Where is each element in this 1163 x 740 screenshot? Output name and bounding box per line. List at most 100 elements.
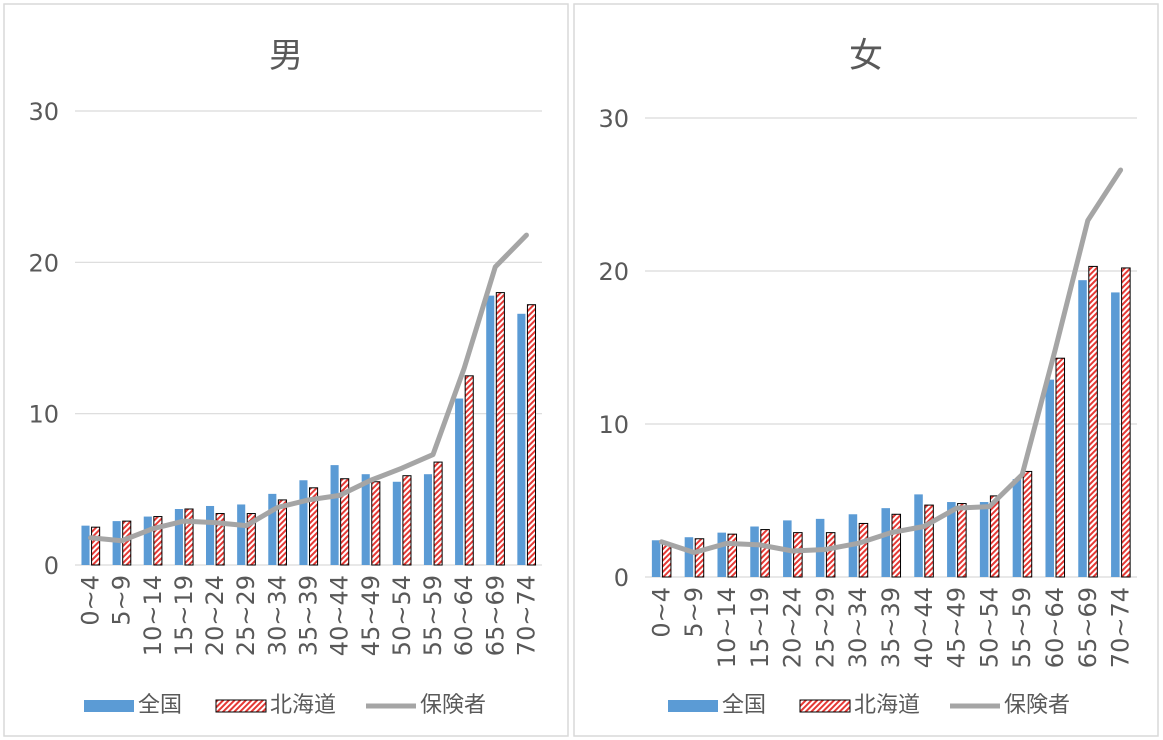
chart-title: 女 <box>849 36 883 76</box>
bar-hokkaido-70~74 <box>1121 267 1131 578</box>
bar-hokkaido-55~59 <box>433 461 443 566</box>
legend-swatch-hokkaido <box>799 699 851 713</box>
bar-hokkaido-20~24 <box>793 532 803 578</box>
bar-national-55~59 <box>423 474 433 565</box>
x-tick-label: 60~64 <box>450 575 478 656</box>
bar-hokkaido-25~29 <box>246 513 256 566</box>
bar-national-50~54 <box>979 502 989 577</box>
y-tick-label: 30 <box>28 98 59 126</box>
bar-national-65~69 <box>1078 280 1087 577</box>
bar-national-35~39 <box>881 508 890 577</box>
x-tick-label: 0~4 <box>647 587 675 638</box>
x-tick-label: 30~34 <box>263 575 291 656</box>
bar-national-20~24 <box>206 505 215 565</box>
x-tick-label: 10~14 <box>713 587 741 668</box>
bar-national-15~19 <box>750 526 759 577</box>
y-tick-label: 20 <box>598 258 629 286</box>
x-tick-label: 30~34 <box>844 587 872 668</box>
y-tick-label: 20 <box>28 249 59 277</box>
bar-national-45~49 <box>361 474 370 565</box>
bar-national-0~4 <box>81 525 90 565</box>
bar-hokkaido-10~14 <box>153 516 163 566</box>
bar-hokkaido-25~29 <box>825 532 836 578</box>
legend-label-national: 全国 <box>138 693 182 718</box>
bar-hokkaido-40~44 <box>924 504 934 578</box>
bar-hokkaido-45~49 <box>371 481 381 566</box>
x-tick-label: 40~44 <box>910 587 938 668</box>
bar-national-0~4 <box>651 540 661 577</box>
x-tick-label: 40~44 <box>326 575 354 656</box>
x-tick-label: 5~9 <box>680 587 708 638</box>
bar-hokkaido-5~9 <box>694 538 705 578</box>
bar-national-40~44 <box>330 465 339 565</box>
legend-label-hokkaido: 北海道 <box>854 693 920 718</box>
x-tick-label: 50~54 <box>388 575 416 656</box>
bar-hokkaido-45~49 <box>957 503 967 578</box>
bar-hokkaido-5~9 <box>122 520 132 566</box>
bar-hokkaido-60~64 <box>1055 357 1066 578</box>
x-tick-label: 45~49 <box>943 587 971 668</box>
bar-national-45~49 <box>947 502 956 577</box>
bar-national-30~34 <box>268 493 277 565</box>
x-tick-label: 45~49 <box>357 575 385 656</box>
y-tick-label: 10 <box>598 411 629 439</box>
x-tick-label: 25~29 <box>811 587 839 668</box>
bar-hokkaido-65~69 <box>1088 265 1098 578</box>
x-tick-label: 25~29 <box>232 575 260 656</box>
chart-panel-1: 男 0 10 20 30 0~4 5~9 10~14 15~19 20~24 25~29 30~34 3… <box>3 3 569 737</box>
bar-hokkaido-20~24 <box>215 513 225 566</box>
bar-hokkaido-0~4 <box>661 542 672 578</box>
bar-hokkaido-30~34 <box>858 522 869 578</box>
legend-label-insurer: 保険者 <box>1004 693 1070 718</box>
panel-border <box>3 3 569 737</box>
x-tick-label: 15~19 <box>746 587 774 668</box>
bar-national-50~54 <box>392 481 401 565</box>
x-tick-label: 55~59 <box>1008 587 1036 668</box>
x-tick-label: 20~24 <box>201 575 229 656</box>
bar-national-15~19 <box>174 509 183 565</box>
bar-hokkaido-10~14 <box>727 533 738 578</box>
legend-label-national: 全国 <box>722 693 766 718</box>
bar-hokkaido-35~39 <box>309 487 319 566</box>
legend-swatch-national <box>668 700 718 712</box>
x-tick-label: 5~9 <box>108 575 136 626</box>
bar-hokkaido-15~19 <box>760 529 770 578</box>
x-tick-label: 70~74 <box>512 575 540 656</box>
legend-swatch-national <box>84 700 134 712</box>
bar-national-70~74 <box>1111 292 1120 577</box>
bar-national-40~44 <box>914 494 923 577</box>
bar-hokkaido-65~69 <box>495 292 505 566</box>
bar-hokkaido-0~4 <box>91 526 101 566</box>
bar-national-5~9 <box>112 521 121 565</box>
x-tick-label: 55~59 <box>419 575 447 656</box>
bar-national-10~14 <box>717 532 726 577</box>
x-tick-label: 20~24 <box>779 587 807 668</box>
bar-hokkaido-40~44 <box>340 478 350 566</box>
x-tick-label: 35~39 <box>295 575 323 656</box>
bar-national-70~74 <box>517 313 526 565</box>
bar-national-60~64 <box>1045 379 1054 577</box>
bar-hokkaido-50~54 <box>402 475 412 566</box>
y-tick-label: 0 <box>44 552 59 580</box>
bar-national-35~39 <box>299 480 308 565</box>
bar-hokkaido-55~59 <box>1022 470 1033 578</box>
x-tick-label: 65~69 <box>481 575 509 656</box>
legend-label-insurer: 保険者 <box>420 693 486 718</box>
x-tick-label: 60~64 <box>1041 587 1069 668</box>
y-tick-label: 10 <box>28 401 59 429</box>
bar-national-25~29 <box>237 504 246 565</box>
legend: 全国 北海道 保険者 <box>84 693 486 718</box>
x-tick-label: 35~39 <box>877 587 905 668</box>
chart-panel-2: 女 0 10 20 30 0~4 5~9 10~14 15~19 20~24 25~29 30~34 3… <box>573 3 1159 737</box>
bar-national-65~69 <box>486 295 495 565</box>
x-tick-label: 15~19 <box>170 575 198 656</box>
bar-national-10~14 <box>143 516 152 565</box>
bar-hokkaido-30~34 <box>277 499 287 566</box>
bar-hokkaido-60~64 <box>464 375 474 566</box>
x-tick-label: 50~54 <box>975 587 1003 668</box>
bar-hokkaido-70~74 <box>526 304 537 566</box>
y-tick-label: 0 <box>614 564 629 592</box>
x-tick-label: 70~74 <box>1107 587 1135 668</box>
